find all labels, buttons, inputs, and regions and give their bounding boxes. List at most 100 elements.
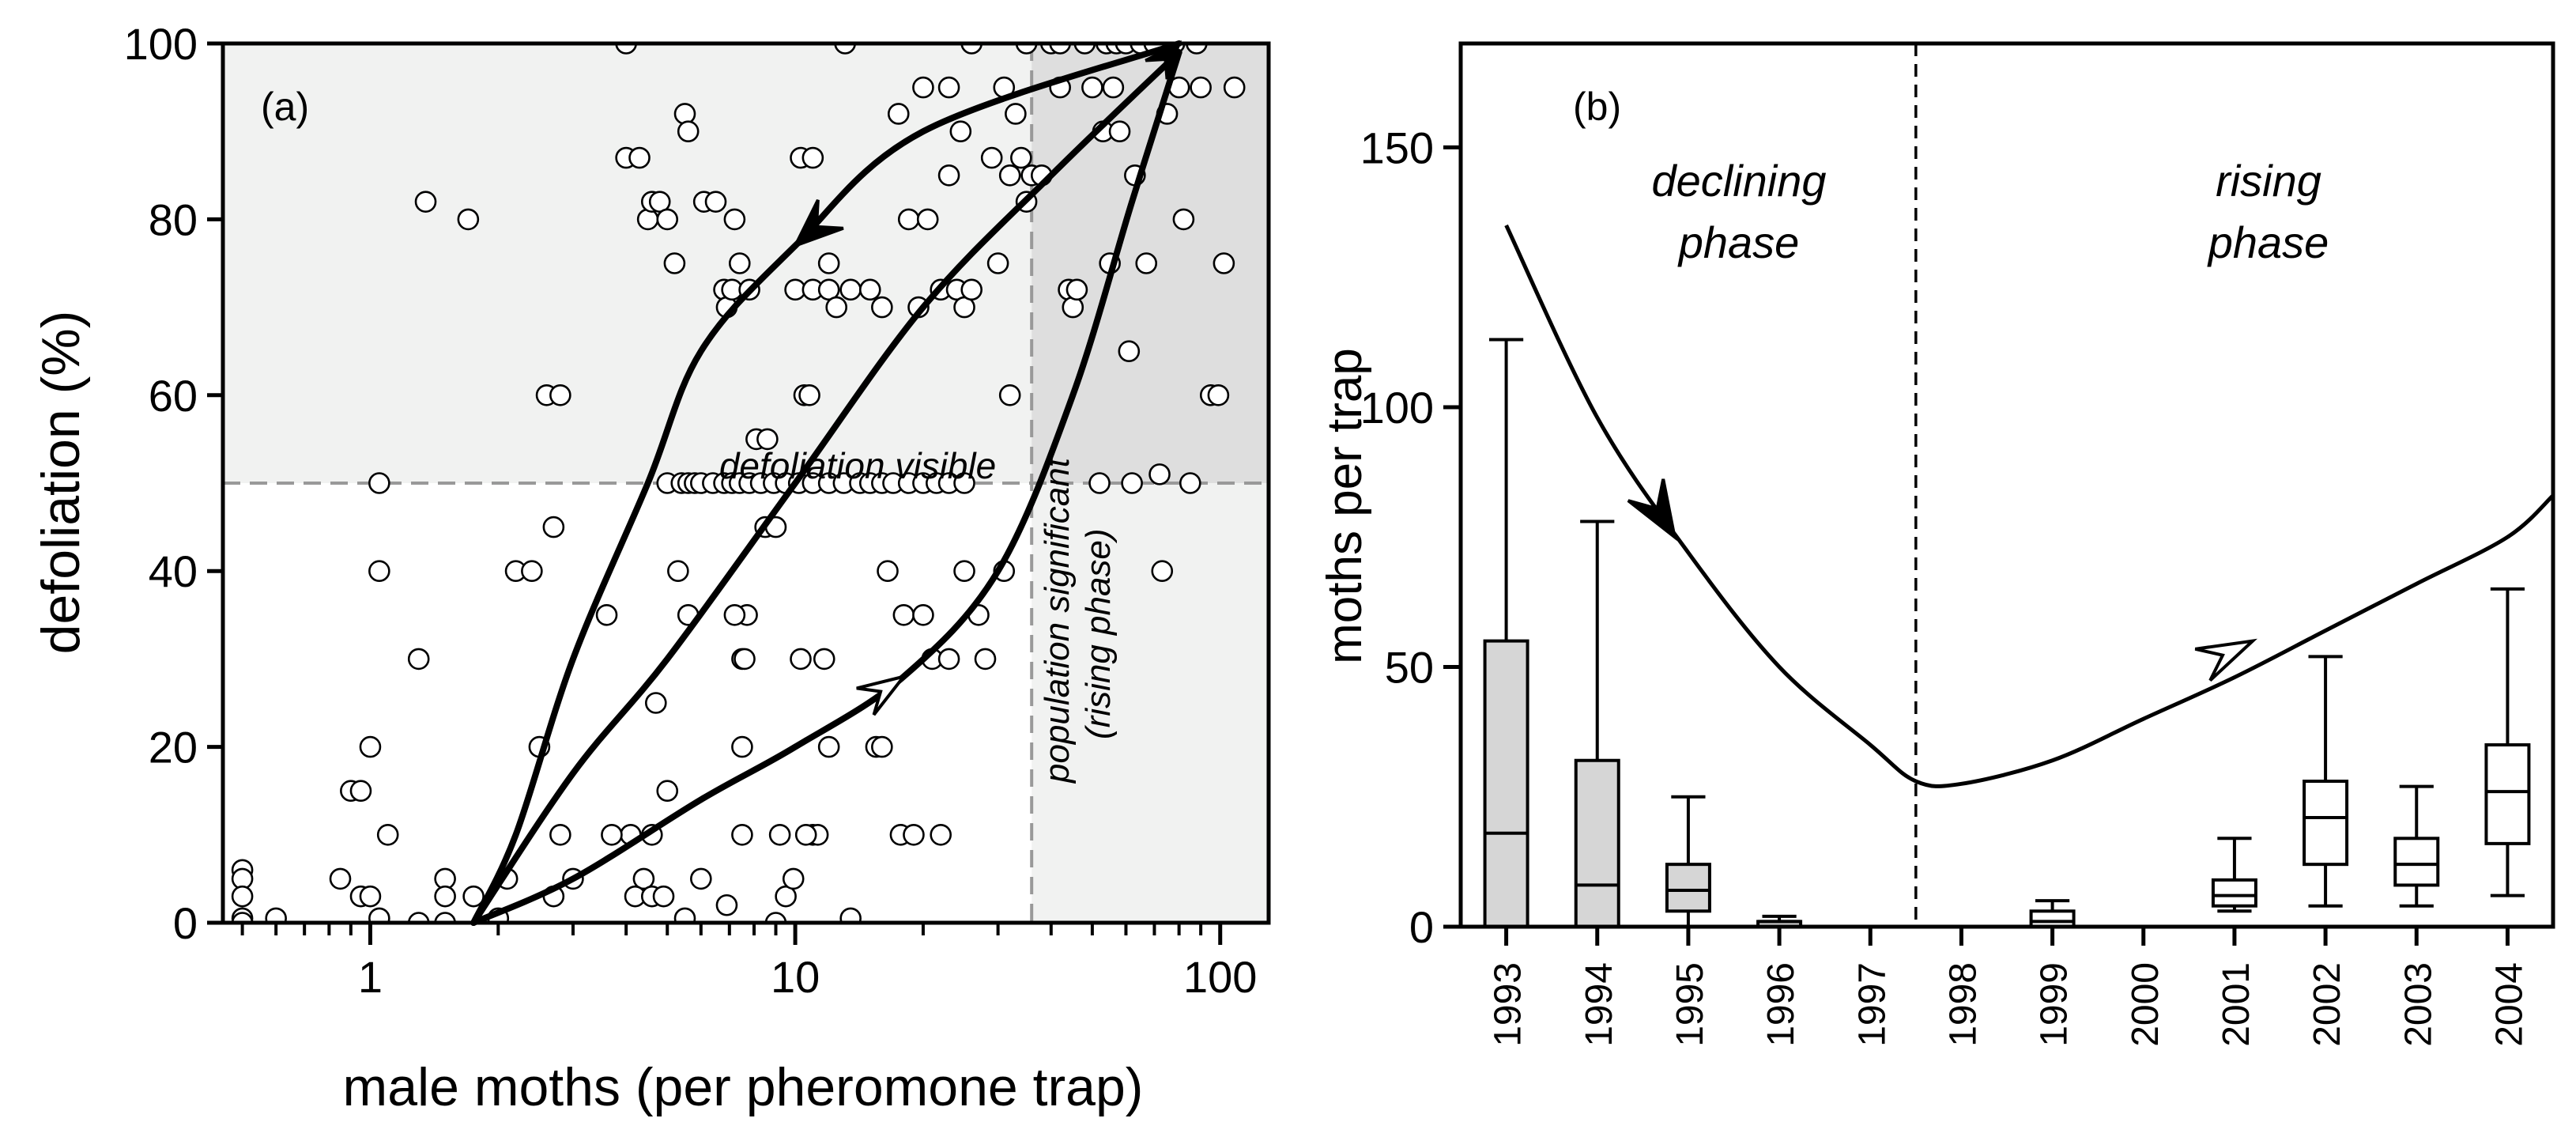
y-tick-label: 0	[1409, 902, 1434, 952]
panel-b-label: (b)	[1573, 85, 1621, 129]
data-point	[542, 516, 565, 538]
box-plot-1994	[1574, 519, 1620, 928]
rising-phase-line2: phase	[2207, 217, 2329, 267]
data-point	[368, 560, 390, 583]
data-point	[673, 907, 696, 923]
data-point	[839, 278, 862, 301]
defoliation-visible-region	[223, 43, 1032, 483]
data-point	[790, 648, 812, 671]
data-point	[265, 907, 287, 923]
data-point	[877, 560, 899, 583]
data-point	[663, 252, 686, 274]
data-point	[549, 383, 571, 406]
data-point	[704, 191, 727, 213]
box-iqr	[2484, 743, 2531, 845]
box-plot-2002	[2303, 655, 2349, 908]
trajectory-curves	[470, 40, 1182, 926]
data-point	[916, 208, 939, 231]
data-point	[1088, 472, 1111, 494]
data-point	[1207, 383, 1230, 406]
year-tick-label: 2004	[2488, 962, 2530, 1047]
year-tick-label: 1999	[2034, 962, 2076, 1047]
data-point	[1062, 296, 1084, 319]
data-point	[1081, 76, 1103, 99]
box-iqr	[2393, 837, 2440, 887]
data-point	[1108, 120, 1131, 142]
population-label-line1: population significant	[1038, 456, 1077, 784]
data-point	[731, 735, 753, 758]
data-point	[715, 893, 738, 916]
data-point	[1005, 103, 1027, 125]
panel-a-y-title: defoliation (%)	[31, 311, 91, 655]
data-point	[834, 43, 856, 55]
data-point	[644, 692, 667, 714]
data-point	[1179, 472, 1201, 494]
data-point	[1073, 43, 1096, 55]
y-tick-label: 100	[124, 19, 198, 69]
year-tick-label: 1995	[1669, 962, 1711, 1047]
box-plot-2003	[2393, 784, 2440, 908]
data-point	[1151, 560, 1174, 583]
data-point	[1010, 146, 1032, 169]
data-point	[667, 560, 689, 583]
trajectory-curve	[470, 40, 1182, 926]
data-point	[1121, 472, 1143, 494]
year-tick-label: 2003	[2397, 962, 2439, 1047]
data-point	[1065, 278, 1088, 301]
data-point	[601, 824, 623, 846]
data-point	[1223, 76, 1246, 99]
data-point	[632, 867, 655, 890]
lower-arc-arrowhead	[856, 674, 908, 716]
data-point	[937, 76, 960, 99]
year-tick-label: 1993	[1488, 962, 1529, 1047]
data-point	[329, 867, 352, 890]
data-point	[677, 120, 700, 142]
data-point	[549, 824, 571, 846]
box-plot-1995	[1665, 795, 1711, 928]
y-tick-label: 20	[149, 723, 198, 773]
data-point	[652, 885, 675, 908]
data-point	[980, 146, 1003, 169]
box-plots	[1483, 338, 2531, 929]
rising-arrowhead	[2194, 638, 2257, 682]
box-plot-1999	[2029, 899, 2076, 928]
data-point	[434, 912, 456, 923]
year-tick-label: 1998	[1942, 962, 1984, 1047]
y-tick-label: 0	[173, 898, 198, 948]
data-point	[764, 912, 787, 923]
data-point	[798, 383, 820, 406]
data-point	[734, 648, 756, 671]
box-iqr	[2303, 780, 2349, 867]
data-point	[1213, 252, 1235, 274]
panel-a-ticks: 0 20 40 60 80 100 1 10 100	[124, 19, 1258, 1002]
data-point	[434, 885, 456, 908]
data-point	[656, 208, 679, 231]
declining-phase-line2: phase	[1677, 217, 1800, 267]
y-tick-label: 40	[149, 546, 198, 596]
panel-b: 0 50 100 150 1993 1994 1995 1996 1997 1998 1999 200…	[1318, 41, 2555, 1047]
data-point	[871, 735, 893, 758]
year-tick-label: 2002	[2306, 962, 2348, 1047]
data-point	[414, 191, 437, 213]
top-arrowhead	[1145, 40, 1182, 80]
data-point	[1118, 340, 1141, 363]
population-significant-label: population significant (rising phase)	[1038, 456, 1118, 784]
data-point	[912, 76, 934, 99]
year-tick-label: 1994	[1578, 962, 1620, 1047]
y-tick-label: 100	[1360, 383, 1434, 433]
data-point	[1148, 463, 1171, 485]
data-point	[462, 885, 485, 908]
data-point	[794, 824, 817, 846]
trajectory-curve	[470, 49, 1182, 926]
box-plot-1993	[1483, 338, 1529, 929]
population-label-line2: (rising phase)	[1079, 528, 1118, 739]
panel-a-frame	[221, 41, 1271, 925]
data-point	[817, 735, 840, 758]
data-point	[897, 208, 920, 231]
x-tick-label: 100	[1183, 952, 1257, 1002]
panel-a-x-title: male moths (per pheromone trap)	[343, 1057, 1144, 1117]
y-tick-label: 80	[149, 195, 198, 244]
upper-arc-arrowhead	[792, 199, 844, 249]
data-point	[376, 824, 399, 846]
